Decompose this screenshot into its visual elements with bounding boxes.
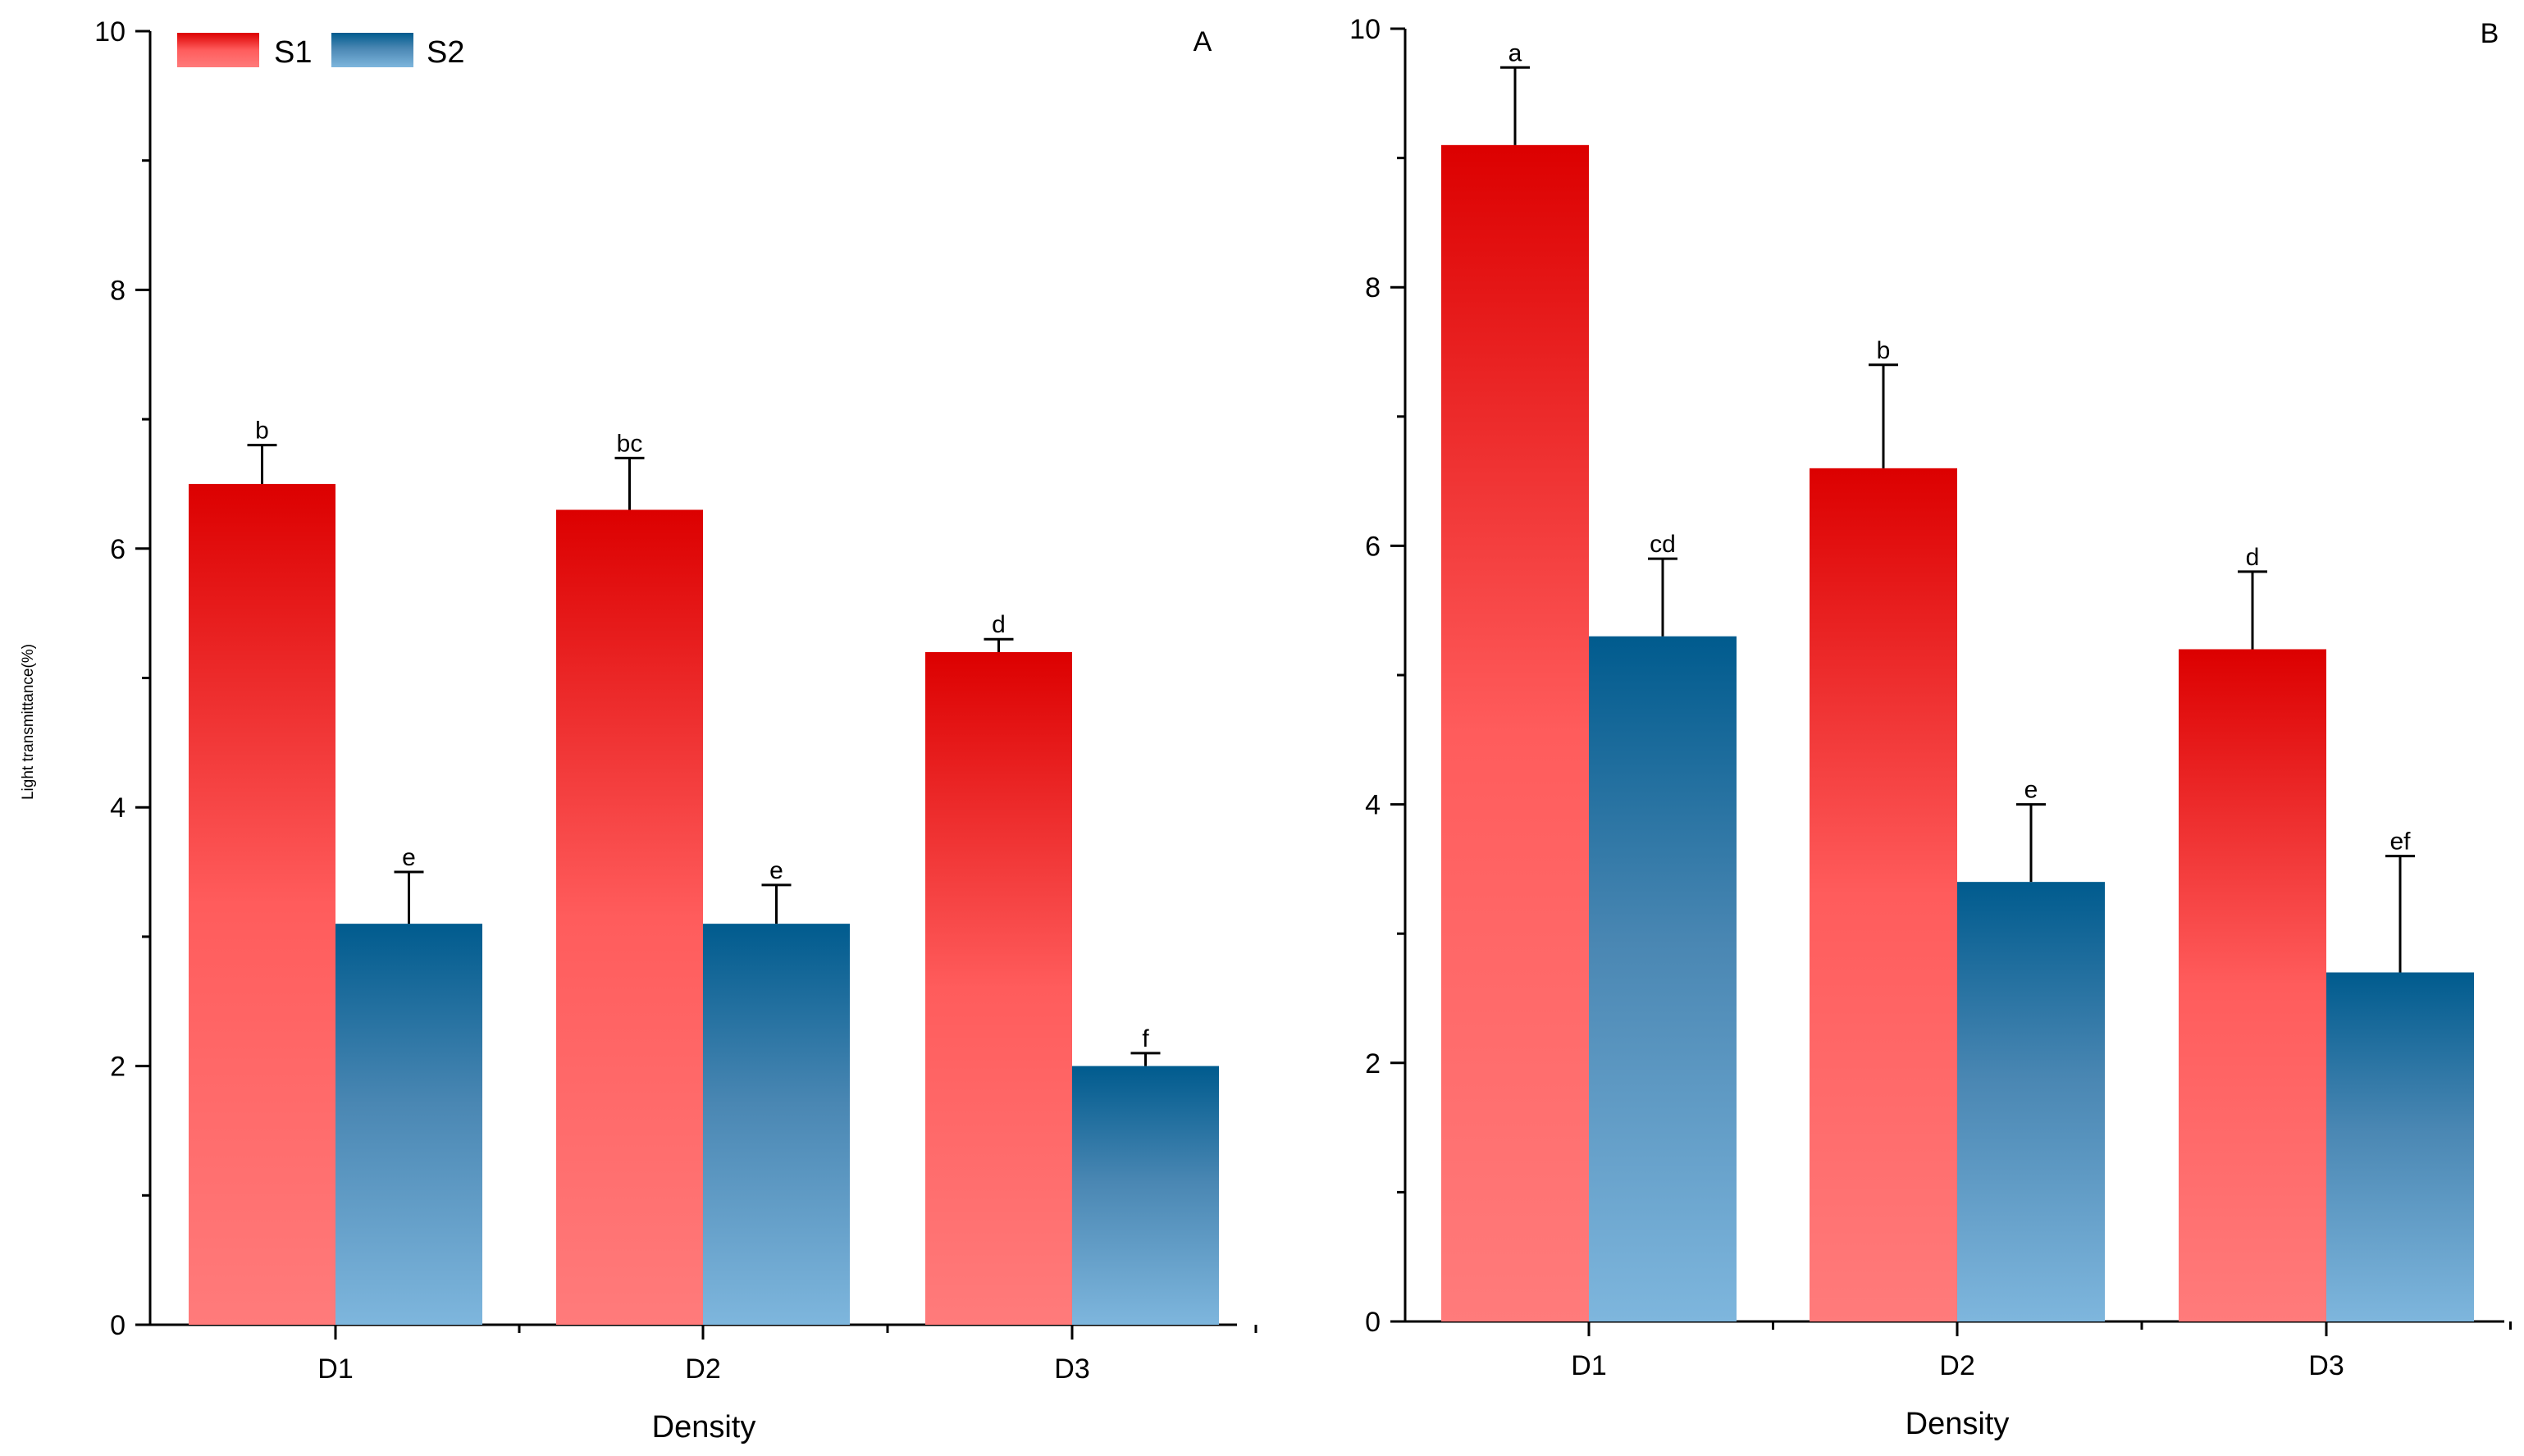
panel-a-x-tick-label: D1 [317, 1353, 353, 1385]
panel-a-x-tick-label: D2 [685, 1353, 720, 1385]
panel-a-y-axis-title: Light transmittance(%) [20, 644, 37, 800]
panel-a-significance-letter: e [402, 844, 416, 871]
panel-a-bar-s2-d2 [703, 924, 850, 1325]
panel-b-label: B [2481, 18, 2499, 49]
panel-b-bar-s2-d2 [1957, 882, 2105, 1321]
panel-a-bar-s1-d1 [189, 483, 335, 1326]
panel-b-bar-s1-d2 [1810, 468, 1957, 1321]
panel-b-significance-letter: ef [2389, 828, 2411, 856]
panel-b-bar-s2-d1 [1589, 636, 1737, 1321]
panel-b-x-axis-title: Density [1906, 1407, 2010, 1441]
panel-b-y-tick-label: 10 [1349, 14, 1381, 45]
panel-b-y-tick-label: 4 [1365, 790, 1381, 821]
panel-a-significance-letter: bc [617, 430, 643, 457]
panel-b-significance-letter: d [2246, 544, 2260, 571]
panel-a-bar-s1-d2 [556, 509, 703, 1325]
panel-b: Density B [1906, 18, 2499, 1441]
legend-label-s1: S1 [274, 35, 312, 70]
panel-a-significance-letter: f [1142, 1025, 1149, 1052]
panel-b-y-tick-label: 6 [1365, 531, 1381, 562]
panel-a-y-tick-label: 2 [110, 1052, 126, 1083]
panel-b-y-tick-label: 2 [1365, 1048, 1381, 1079]
panel-a-y-tick-label: 10 [94, 16, 126, 48]
panel-b-significance-letter: cd [1650, 531, 1676, 558]
panel-a-bar-s2-d3 [1072, 1066, 1219, 1325]
panel-a-y-tick-label: 0 [110, 1310, 126, 1341]
panel-a-bar-s2-d1 [335, 924, 482, 1325]
panel-a-x-axis-title: Density [652, 1410, 756, 1445]
legend: S1 S2 [177, 33, 464, 70]
panel-a-y-tick-label: 8 [110, 275, 126, 306]
panel-b-x-tick-label: D1 [1571, 1350, 1606, 1381]
panel-b-bar-s1-d3 [2179, 649, 2326, 1321]
panel-b-y-tick-label: 0 [1365, 1307, 1381, 1338]
panel-a-y-tick-label: 6 [110, 534, 126, 565]
legend-label-s2: S2 [427, 35, 464, 70]
panel-a-significance-letter: d [992, 611, 1006, 638]
panel-b-significance-letter: e [2024, 777, 2038, 804]
panel-b-bar-s2-d3 [2326, 972, 2474, 1321]
panel-a-x-tick-label: D3 [1054, 1353, 1089, 1385]
panel-b-significance-letter: a [1508, 39, 1522, 66]
panel-b-significance-letter: b [1877, 337, 1891, 364]
panel-a-significance-letter: b [255, 418, 269, 445]
panel-b-x-tick-label: D3 [2308, 1350, 2344, 1381]
panel-b-y-tick-label: 8 [1365, 272, 1381, 304]
panel-b-bar-s1-d1 [1441, 144, 1589, 1322]
legend-swatch-s2 [331, 33, 413, 67]
panel-a-y-tick-label: 4 [110, 792, 126, 824]
panel-a: Light transmittance(%) Density A S1 S2 [20, 26, 1212, 1445]
panel-a-significance-letter: e [769, 857, 783, 884]
panel-a-label: A [1194, 26, 1212, 57]
panel-b-x-tick-label: D2 [1939, 1350, 1974, 1381]
legend-swatch-s1 [177, 33, 259, 67]
panel-a-bar-s1-d3 [925, 651, 1072, 1325]
